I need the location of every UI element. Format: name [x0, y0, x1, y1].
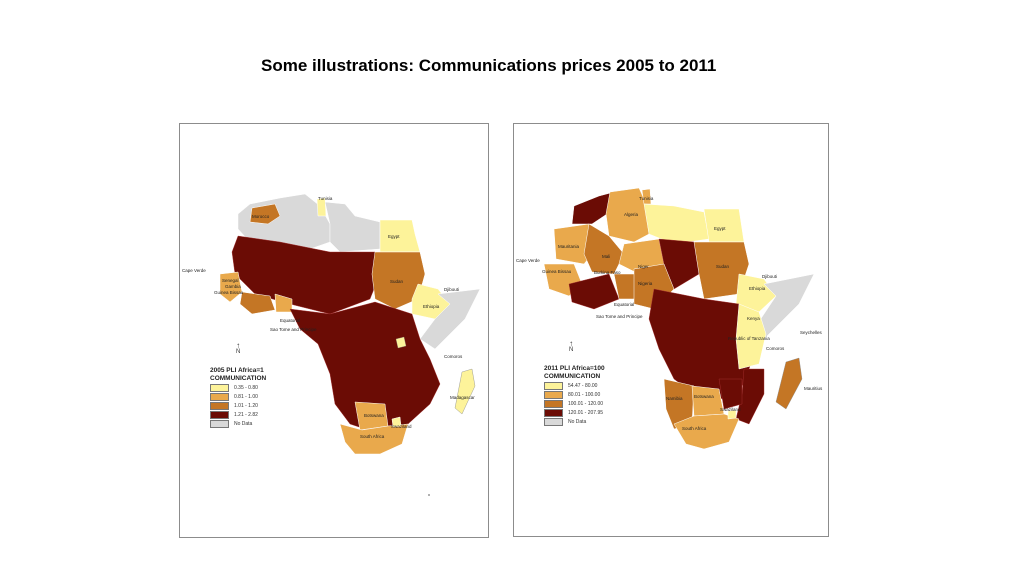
legend-2005: 2005 PLI Africa=1 COMMUNICATION 0.35 - 0…: [210, 367, 266, 428]
country-label-mauritania: Mauritania: [558, 244, 580, 249]
country-label-cape-verde: Cape Verde: [516, 258, 540, 263]
legend-subtitle: COMMUNICATION: [544, 373, 601, 380]
legend-item: No Data: [544, 417, 605, 426]
legend-swatch: [210, 410, 229, 419]
country-label-ethiopia: Ethiopia: [423, 304, 440, 309]
legend-item: 0.35 - 0.80: [210, 383, 266, 392]
country-label-madagascar: Madagascar: [450, 395, 475, 400]
country-label-egypt: Egypt: [388, 234, 400, 239]
country-label-cape-verde: Cape Verde: [182, 268, 206, 273]
legend-swatch: [544, 381, 563, 390]
legend-subtitle: COMMUNICATION: [210, 375, 267, 382]
country-label-seychelles: Seychelles: [800, 330, 822, 335]
country-label-south-africa: South Africa: [682, 426, 707, 431]
legend-item: 100.01 - 120.00: [544, 399, 605, 408]
country-label-guinea-bissau: Guinea Bissau: [542, 269, 572, 274]
country-label-sudan: Sudan: [390, 279, 404, 284]
country-label-sao-tome: Sao Tome and Principe: [270, 327, 317, 332]
africa-map-2011: [543, 187, 815, 450]
country-label-morocco: Morocco: [252, 214, 270, 219]
legend-item: 1.21 - 2.82: [210, 410, 266, 419]
country-label-swaziland: Swaziland: [720, 407, 741, 412]
legend-swatch: [210, 401, 229, 410]
country-label-comoros: Comoros: [766, 346, 785, 351]
legend-2011: 2011 PLI Africa=100 COMMUNICATION 54.47 …: [544, 365, 605, 426]
country-label-tanzania: Republic of Tanzania: [728, 336, 770, 341]
legend-swatch: [544, 399, 563, 408]
legend-title: 2011 PLI Africa=100: [544, 365, 605, 372]
country-label-mali: Mali: [602, 254, 611, 259]
country-label-sudan: Sudan: [716, 264, 730, 269]
country-label-djibouti: Djibouti: [444, 287, 460, 292]
legend-item: 80.01 - 100.00: [544, 390, 605, 399]
country-label-niger: Niger: [638, 264, 649, 269]
country-label-djibouti: Djibouti: [762, 274, 778, 279]
legend-item: 1.01 - 1.20: [210, 401, 266, 410]
legend-swatch: [210, 392, 229, 401]
country-label-namibia: Namibia: [666, 396, 683, 401]
country-label-ethiopia: Ethiopia: [749, 286, 766, 291]
legend-swatch: [544, 417, 563, 426]
legend-item: 120.01 - 207.95: [544, 408, 605, 417]
legend-swatch: [544, 390, 563, 399]
country-label-botswana: Botswana: [364, 413, 384, 418]
africa-map-2005: [219, 193, 481, 455]
country-label-tunisia: Tunisia: [318, 196, 333, 201]
country-label-guinea-bissau: Guinea Bissau: [214, 290, 244, 295]
legend-swatch: [210, 419, 229, 428]
country-label-algeria: Algeria: [624, 212, 639, 217]
country-label-senegal: Senegal: [222, 278, 239, 283]
country-label-tunisia: Tunisia: [639, 196, 654, 201]
north-arrow: ↑ N: [569, 339, 574, 354]
country-label-south-africa: South Africa: [360, 434, 385, 439]
country-label-kenya: Kenya: [747, 316, 760, 321]
legend-swatch: [210, 383, 229, 392]
country-label-gambia: Gambia: [225, 284, 241, 289]
country-label-sao-tome: Sao Tome and Principe: [596, 314, 643, 319]
map-panel-2011: Tunisia Algeria Egypt Mauritania Mali Bu…: [513, 123, 829, 537]
country-label-swaziland: Swaziland: [391, 424, 412, 429]
country-label-nigeria: Nigeria: [638, 281, 653, 286]
north-arrow: ↑ N: [236, 341, 241, 356]
country-label-mauritius: Mauritius: [804, 386, 823, 391]
slide-title: Some illustrations: Communications price…: [261, 56, 717, 75]
legend-title: 2005 PLI Africa=1: [210, 367, 264, 374]
country-label-equatorial: Equatorial: [614, 302, 635, 307]
country-label-egypt: Egypt: [714, 226, 726, 231]
legend-item: 0.81 - 1.00: [210, 392, 266, 401]
country-label-equatorial: Equatorial: [280, 318, 301, 323]
legend-swatch: [544, 408, 563, 417]
legend-item: No Data: [210, 419, 266, 428]
stray-dot: [428, 494, 430, 496]
country-label-comoros: Comoros: [444, 354, 463, 359]
map-panel-2005: Tunisia Morocco Egypt Sudan Djibouti Eth…: [179, 123, 489, 538]
legend-item: 54.47 - 80.00: [544, 381, 605, 390]
country-label-botswana: Botswana: [694, 394, 714, 399]
country-label-burkina-faso: Burkina Faso: [594, 270, 621, 275]
